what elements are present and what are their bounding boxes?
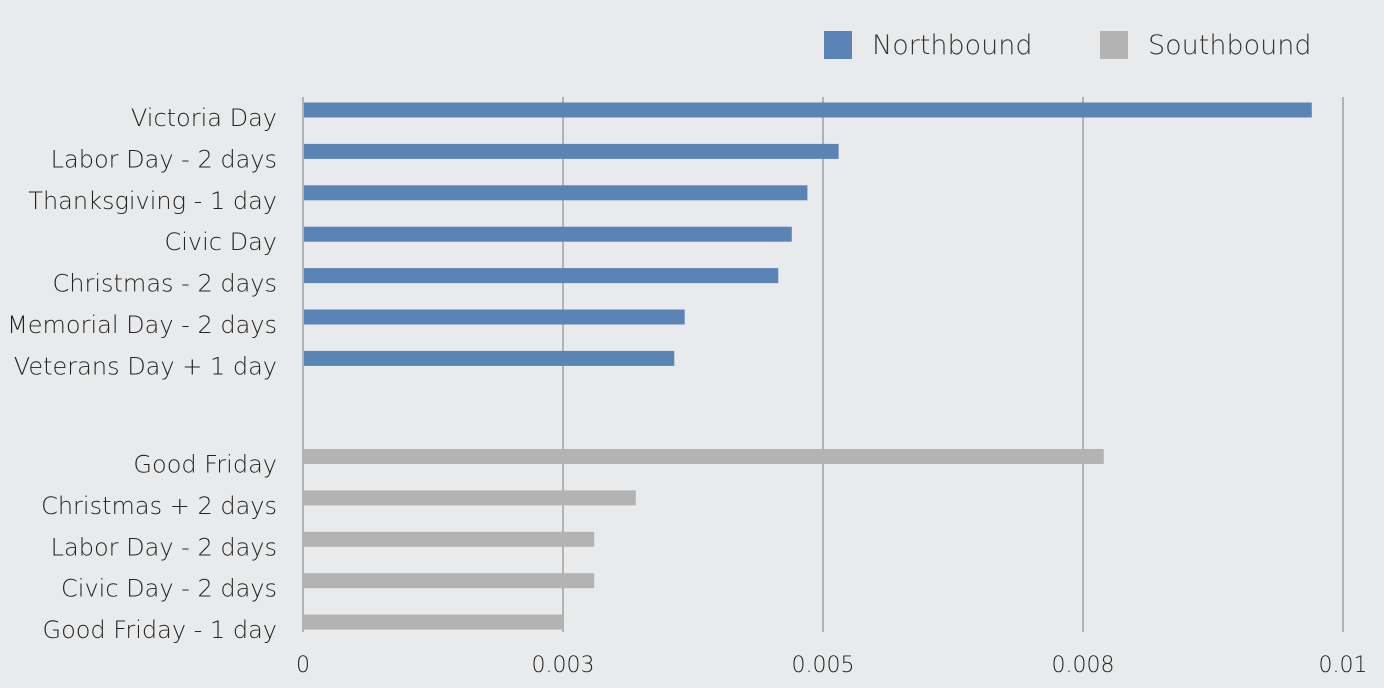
bar-northbound <box>304 226 792 242</box>
bar-northbound <box>304 350 675 366</box>
bar-northbound <box>304 309 685 325</box>
bar-southbound <box>304 449 1104 464</box>
category-label: Good Friday <box>133 451 277 479</box>
x-tick-label: 0.005 <box>792 653 855 678</box>
category-label: Christmas - 2 days <box>53 270 277 298</box>
legend-swatch-southbound <box>1100 31 1128 59</box>
bar-northbound <box>304 185 808 201</box>
x-tick-label: 0.003 <box>532 653 595 678</box>
category-label: Labor Day - 2 days <box>51 145 277 173</box>
bar-southbound <box>304 573 595 589</box>
bar-southbound <box>304 614 563 630</box>
bar-northbound <box>304 268 779 284</box>
x-tick-label: 0.008 <box>1052 653 1115 678</box>
x-tick-label: 0.01 <box>1319 653 1368 678</box>
legend-swatch-northbound <box>824 31 852 59</box>
category-label: Civic Day - 2 days <box>61 575 277 603</box>
bar-northbound <box>304 143 839 159</box>
bar-northbound <box>304 102 1312 118</box>
category-label: Veterans Day + 1 day <box>14 352 277 380</box>
x-tick-label: 0 <box>296 653 310 678</box>
category-label: Thanksgiving - 1 day <box>28 187 277 215</box>
category-label: Memorial Day - 2 days <box>7 311 277 339</box>
category-label: Victoria Day <box>131 104 277 132</box>
category-label: Civic Day <box>164 228 277 256</box>
category-label: Labor Day - 2 days <box>51 533 277 561</box>
category-labels: Victoria Day Labor Day - 2 days Thanksgivi… <box>7 104 277 644</box>
category-label: Good Friday - 1 day <box>42 616 277 644</box>
x-tick-labels: 0 0.003 0.005 0.008 0.01 <box>296 653 1367 678</box>
bar-southbound <box>304 490 636 506</box>
category-label: Christmas + 2 days <box>41 492 277 520</box>
bars <box>304 102 1312 630</box>
legend-label: Northbound <box>872 30 1033 61</box>
legend-label: Southbound <box>1148 30 1312 61</box>
legend: Northbound Southbound <box>824 30 1312 61</box>
bar-southbound <box>304 531 595 547</box>
